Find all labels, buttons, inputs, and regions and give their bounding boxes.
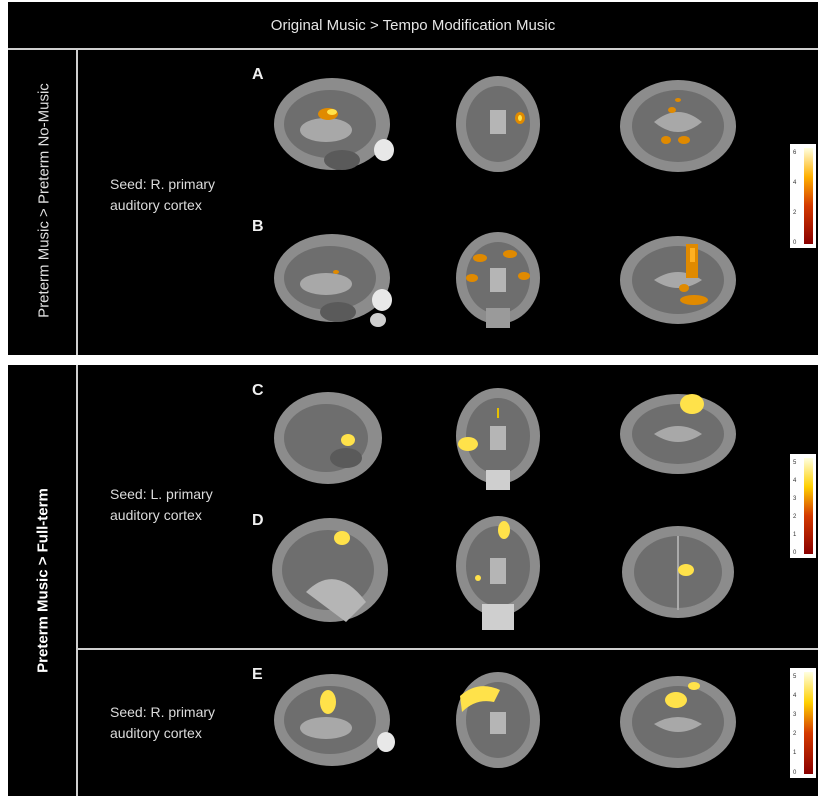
figure-header: Original Music > Tempo Modification Musi… <box>8 2 818 50</box>
colorbar-middle-tick-4: 4 <box>793 478 797 484</box>
colorbar-bottom-tick-3: 3 <box>793 712 797 718</box>
scan-c-axial <box>620 394 736 474</box>
colorbar-middle-tick-2: 2 <box>793 514 797 520</box>
colorbar-top-tick-0: 0 <box>793 240 797 246</box>
scan-b-sagittal <box>274 234 392 327</box>
seed-label-middle: Seed: L. primary auditory cortex <box>110 486 213 523</box>
colorbar-middle-tick-3: 3 <box>793 496 797 502</box>
side-label-bottom: Preterm Music > Full-term <box>34 488 52 673</box>
divider-vertical-top <box>76 50 78 355</box>
scan-d-sagittal <box>272 518 388 622</box>
row-letter-e: E <box>252 666 263 683</box>
row-letter-d: D <box>252 512 264 529</box>
seed-label-top: Seed: R. primary auditory cortex <box>110 176 216 213</box>
scan-e-axial <box>620 676 736 768</box>
figure-panel: Original Music > Tempo Modification Musi… <box>8 2 818 796</box>
divider-vertical-bottom <box>76 365 78 796</box>
scan-b-coronal <box>456 232 540 328</box>
divider-horizontal-e <box>76 648 818 650</box>
colorbar-top-tick-2: 2 <box>793 210 797 216</box>
colorbar-bottom-tick-4: 4 <box>793 693 797 699</box>
row-letter-a: A <box>252 66 264 83</box>
colorbar-middle: 5 4 3 2 1 0 <box>790 454 816 558</box>
colorbar-bottom: 5 4 3 2 1 0 <box>790 668 816 778</box>
side-label-top: Preterm Music > Preterm No-Music <box>35 83 53 318</box>
scan-d-axial <box>622 526 734 618</box>
scan-e-coronal <box>456 672 540 768</box>
colorbar-bottom-tick-1: 1 <box>793 750 797 756</box>
row-letter-c: C <box>252 382 264 399</box>
scan-b-axial <box>620 236 736 324</box>
scan-a-sagittal <box>274 78 394 170</box>
colorbar-bottom-tick-5: 5 <box>793 674 797 680</box>
colorbar-bottom-tick-2: 2 <box>793 731 797 737</box>
seed-label-bottom: Seed: R. primary auditory cortex <box>110 704 216 741</box>
scan-a-coronal <box>456 76 540 172</box>
scan-c-coronal <box>456 388 540 490</box>
scan-e-sagittal <box>274 674 395 766</box>
scan-c-sagittal <box>274 392 382 484</box>
panel-gap <box>8 355 818 365</box>
colorbar-top-tick-6: 6 <box>793 150 797 156</box>
colorbar-middle-tick-1: 1 <box>793 532 797 538</box>
scan-d-coronal <box>456 516 540 630</box>
colorbar-top: 6 4 2 0 <box>790 144 816 248</box>
colorbar-top-tick-4: 4 <box>793 180 797 186</box>
scan-a-axial <box>620 80 736 172</box>
colorbar-middle-tick-5: 5 <box>793 460 797 466</box>
colorbar-bottom-tick-0: 0 <box>793 770 797 776</box>
row-letter-b: B <box>252 218 264 235</box>
colorbar-middle-tick-0: 0 <box>793 550 797 556</box>
